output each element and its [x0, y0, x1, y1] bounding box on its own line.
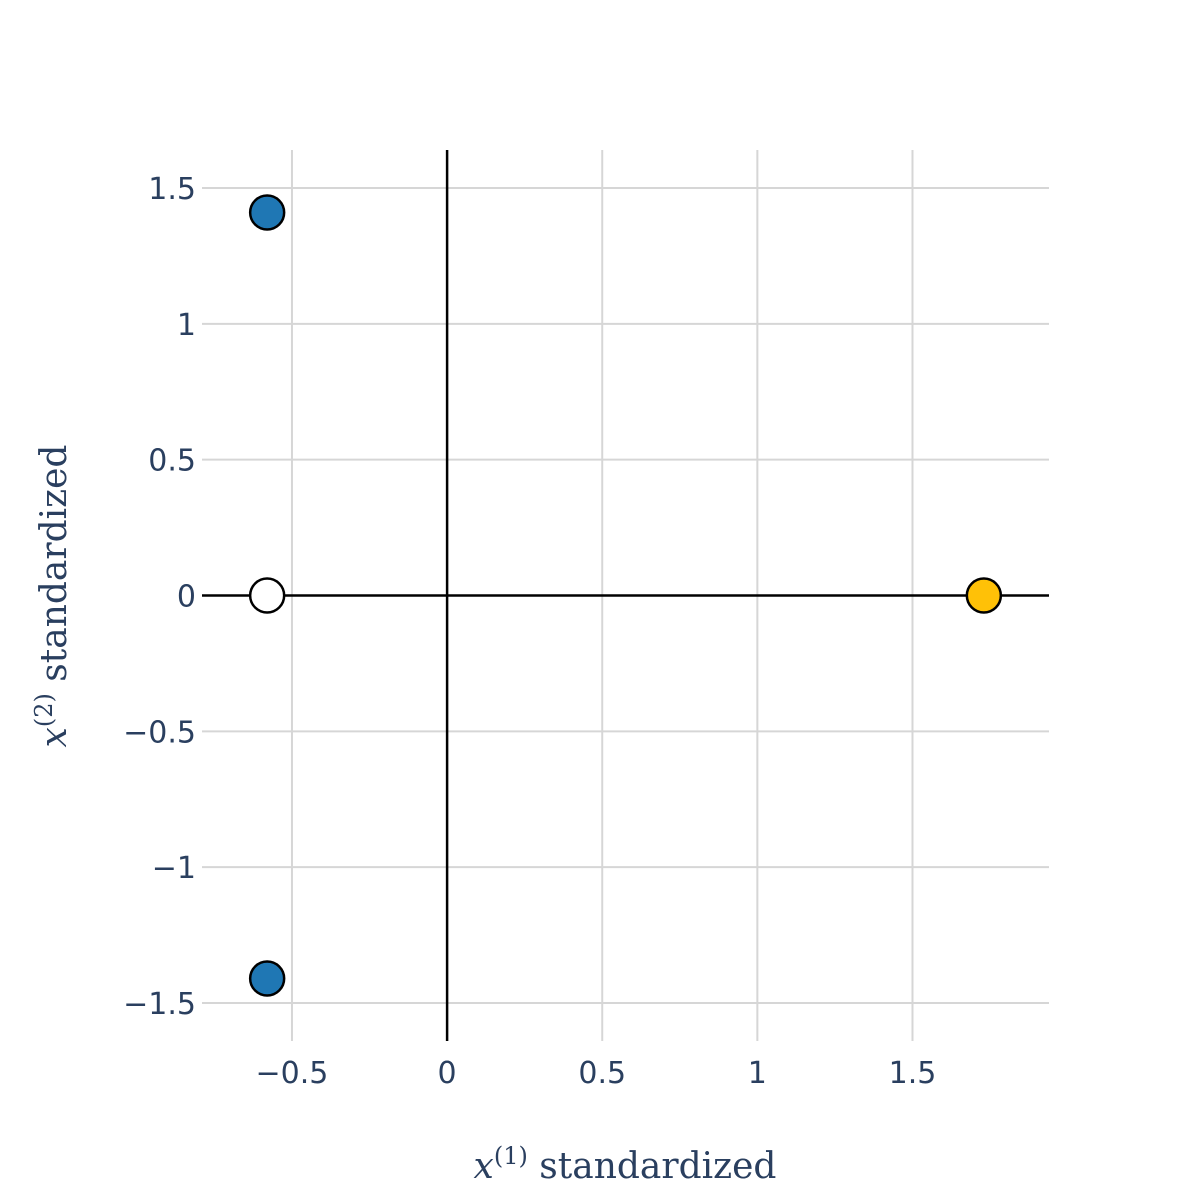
- y-tick-label: −0.5: [123, 715, 196, 750]
- x-tick-label: 0: [438, 1056, 457, 1091]
- grid-lines: [202, 150, 1049, 1041]
- y-axis-title: x(2) standardized: [30, 445, 75, 748]
- tick-labels: −0.5 0 0.5 1 1.5 1.5 1 0.5 0 −0.5 −1 −1.5: [123, 172, 936, 1091]
- y-tick-label: 1: [177, 308, 196, 343]
- y-tick-label: 0.5: [148, 444, 196, 479]
- y-axis-title-text: standardized: [34, 445, 75, 694]
- data-point: [248, 194, 286, 231]
- x-tick-label: 0.5: [578, 1056, 626, 1091]
- zero-lines: [202, 150, 1049, 1041]
- data-point: [965, 577, 1003, 614]
- data-points: [248, 194, 1003, 997]
- y-axis-title-sup: (2): [30, 693, 58, 727]
- y-tick-label: 1.5: [148, 172, 196, 207]
- y-axis-title-var: x: [34, 727, 75, 747]
- x-axis-title-text: standardized: [528, 1146, 777, 1187]
- y-tick-label: −1.5: [123, 987, 196, 1022]
- x-tick-label: 1: [748, 1056, 767, 1091]
- x-axis-title: x(1) standardized: [474, 1142, 777, 1187]
- y-tick-label: −1: [152, 851, 196, 886]
- x-tick-label: 1.5: [889, 1056, 937, 1091]
- data-point: [248, 577, 286, 614]
- x-axis-title-var: x: [474, 1146, 494, 1187]
- data-point: [248, 960, 286, 997]
- y-tick-label: 0: [177, 580, 196, 615]
- x-tick-label: −0.5: [256, 1056, 329, 1091]
- x-axis-title-sup: (1): [494, 1142, 528, 1170]
